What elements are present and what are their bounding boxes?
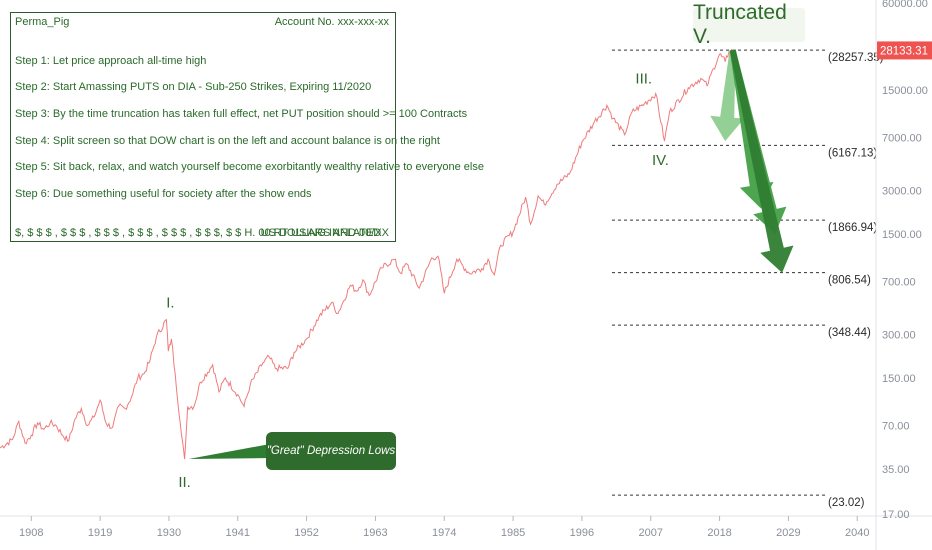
x-tick-2: 1930 bbox=[157, 527, 181, 539]
x-tick-0: 1908 bbox=[19, 527, 43, 539]
x-tick-8: 1996 bbox=[570, 527, 594, 539]
wave-labels: I. II. III. IV. bbox=[166, 71, 669, 491]
x-tick-4: 1952 bbox=[294, 527, 318, 539]
fib-label-0: (28257.35) bbox=[828, 52, 884, 64]
projection-arrows bbox=[710, 49, 794, 273]
panel-footer-left: $, $ $ $ , $ $ $ , $ $ $ , $ $ $ , $ $ $… bbox=[15, 227, 382, 239]
x-tick-6: 1974 bbox=[432, 527, 456, 539]
x-tick-7: 1985 bbox=[501, 527, 525, 539]
fib-label-5: (23.02) bbox=[828, 497, 865, 509]
y-tick-7: 150.00 bbox=[882, 373, 916, 385]
y-tick-6: 300.00 bbox=[882, 330, 916, 342]
y-tick-8: 70.00 bbox=[882, 421, 910, 433]
panel-account: Account No. xxx-xxx-xx bbox=[274, 16, 389, 28]
projection-arrow-1 bbox=[710, 49, 745, 142]
x-tick-10: 2018 bbox=[707, 527, 731, 539]
x-tick-9: 2007 bbox=[639, 527, 663, 539]
projection-arrow-4 bbox=[729, 49, 794, 273]
wave-label-3: III. bbox=[635, 71, 652, 88]
step-6: Step 6: Due something useful for society… bbox=[15, 188, 312, 200]
fib-label-1: (6167.13) bbox=[828, 147, 877, 159]
current-price-text: 28133.31 bbox=[880, 45, 928, 57]
step-5: Step 5: Sit back, relax, and watch yours… bbox=[15, 161, 484, 173]
fib-label-4: (348.44) bbox=[828, 327, 871, 339]
y-tick-10: 17.00 bbox=[882, 509, 910, 521]
x-tick-1: 1919 bbox=[88, 527, 112, 539]
fib-label-2: (1866.94) bbox=[828, 222, 877, 234]
x-tick-5: 1963 bbox=[363, 527, 387, 539]
wave-label-2: II. bbox=[178, 474, 191, 491]
y-tick-9: 35.00 bbox=[882, 464, 910, 476]
y-tick-3: 3000.00 bbox=[882, 185, 922, 197]
panel-author: Perma_Pig bbox=[15, 16, 70, 28]
strategy-panel: Perma_Pig Account No. xxx-xxx-xx Step 1:… bbox=[10, 12, 484, 242]
depression-lows-callout: "Great" Depression Lows bbox=[266, 432, 396, 470]
y-tick-1: 15000.00 bbox=[882, 85, 928, 97]
dow-price-line bbox=[0, 48, 735, 460]
current-price-badge bbox=[877, 41, 932, 60]
truncated-v-title: Truncated V. bbox=[693, 1, 805, 48]
step-1: Step 1: Let price approach all-time high bbox=[15, 55, 207, 67]
x-tick-11: 2029 bbox=[776, 527, 800, 539]
wave-label-4: IV. bbox=[652, 152, 669, 169]
price-series bbox=[0, 48, 735, 460]
wave-label-1: I. bbox=[166, 295, 174, 312]
y-tick-5: 700.00 bbox=[882, 277, 916, 289]
fib-level-lines: (28257.35) (6167.13) (1866.94) (806.54) (348… bbox=[612, 49, 884, 509]
step-4: Step 4: Split screen so that DOW chart i… bbox=[15, 135, 440, 147]
y-tick-2: 7000.00 bbox=[882, 132, 922, 144]
x-tick-12: 2040 bbox=[845, 527, 869, 539]
callout-pointer bbox=[188, 444, 270, 460]
fib-label-3: (806.54) bbox=[828, 275, 871, 287]
step-2: Step 2: Start Amassing PUTS on DIA - Sub… bbox=[15, 81, 372, 93]
x-tick-3: 1941 bbox=[226, 527, 250, 539]
panel-footer-right: US DOLLARS AND 00/XX bbox=[260, 227, 389, 239]
step-3: Step 3: By the time truncation has taken… bbox=[15, 108, 468, 120]
y-tick-0: 60000.00 bbox=[882, 0, 928, 10]
y-tick-4: 1500.00 bbox=[882, 229, 922, 241]
